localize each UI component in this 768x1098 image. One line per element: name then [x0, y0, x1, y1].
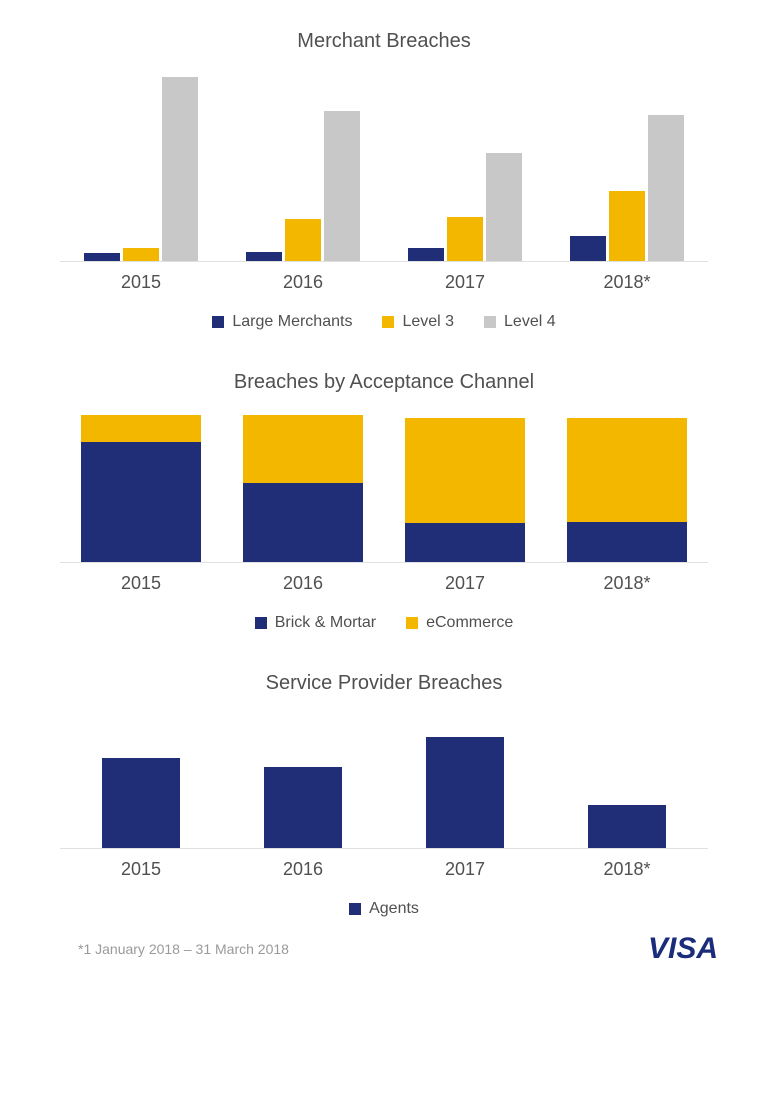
legend-label: Level 3 — [402, 313, 454, 331]
legend-label: Brick & Mortar — [275, 614, 376, 632]
legend-swatch — [382, 316, 394, 328]
bar — [84, 253, 120, 261]
bar — [447, 217, 483, 261]
chart3-title: Service Provider Breaches — [60, 672, 708, 695]
bar-group — [222, 71, 384, 261]
x-axis-label: 2018* — [546, 573, 708, 594]
bar-group — [60, 412, 222, 562]
x-axis-label: 2015 — [60, 272, 222, 293]
legend-item: eCommerce — [406, 614, 513, 632]
bar-segment — [405, 418, 525, 523]
bar — [123, 248, 159, 261]
legend-item: Level 4 — [484, 313, 556, 331]
bar-group — [60, 71, 222, 261]
stacked-bar — [567, 418, 687, 562]
legend-item: Brick & Mortar — [255, 614, 376, 632]
legend-item: Large Merchants — [212, 313, 352, 331]
chart2-legend: Brick & Mortar eCommerce — [60, 614, 708, 632]
footer: *1 January 2018 – 31 March 2018 VISA — [60, 932, 708, 966]
chart2-plot — [60, 412, 708, 563]
legend-label: eCommerce — [426, 614, 513, 632]
x-axis-label: 2017 — [384, 859, 546, 880]
bar — [426, 737, 504, 848]
bar-segment — [81, 442, 201, 562]
bar — [324, 111, 360, 261]
legend-swatch — [484, 316, 496, 328]
bar-group — [222, 713, 384, 848]
chart3-legend: Agents — [60, 900, 708, 918]
bar — [570, 236, 606, 261]
bar-group — [546, 412, 708, 562]
legend-swatch — [406, 617, 418, 629]
x-axis-label: 2017 — [384, 573, 546, 594]
visa-logo: VISA — [648, 932, 718, 966]
bar-segment — [405, 523, 525, 562]
stacked-bar — [243, 415, 363, 562]
stacked-bar — [405, 418, 525, 562]
chart-merchant-breaches: Merchant Breaches 2015201620172018* Larg… — [60, 30, 708, 331]
legend-label: Level 4 — [504, 313, 556, 331]
legend-swatch — [349, 903, 361, 915]
bar-group — [384, 71, 546, 261]
bar-group — [546, 713, 708, 848]
x-axis-label: 2015 — [60, 859, 222, 880]
footnote: *1 January 2018 – 31 March 2018 — [78, 941, 289, 957]
legend-swatch — [255, 617, 267, 629]
bar-group — [384, 412, 546, 562]
legend-swatch — [212, 316, 224, 328]
bar-segment — [567, 418, 687, 522]
x-axis-label: 2016 — [222, 272, 384, 293]
bar-group — [60, 713, 222, 848]
stacked-bar — [81, 415, 201, 562]
legend-item: Level 3 — [382, 313, 454, 331]
chart1-legend: Large Merchants Level 3 Level 4 — [60, 313, 708, 331]
x-axis-label: 2018* — [546, 272, 708, 293]
bar — [588, 805, 666, 848]
x-axis-label: 2016 — [222, 573, 384, 594]
x-axis-label: 2015 — [60, 573, 222, 594]
bar — [285, 219, 321, 261]
chart1-xlabels: 2015201620172018* — [60, 272, 708, 293]
chart3-plot — [60, 713, 708, 849]
chart2-xlabels: 2015201620172018* — [60, 573, 708, 594]
bar — [648, 115, 684, 261]
legend-item: Agents — [349, 900, 419, 918]
bar-segment — [567, 522, 687, 563]
bar — [264, 767, 342, 848]
bar — [408, 248, 444, 261]
legend-label: Large Merchants — [232, 313, 352, 331]
page: Merchant Breaches 2015201620172018* Larg… — [0, 0, 768, 986]
x-axis-label: 2018* — [546, 859, 708, 880]
bar-group — [222, 412, 384, 562]
bar-segment — [243, 483, 363, 563]
bar — [246, 252, 282, 262]
bar-segment — [81, 415, 201, 442]
chart1-title: Merchant Breaches — [60, 30, 708, 53]
chart3-xlabels: 2015201620172018* — [60, 859, 708, 880]
bar — [609, 191, 645, 261]
chart1-plot — [60, 71, 708, 262]
x-axis-label: 2017 — [384, 272, 546, 293]
bar — [102, 758, 180, 848]
legend-label: Agents — [369, 900, 419, 918]
chart2-title: Breaches by Acceptance Channel — [60, 371, 708, 394]
bar — [486, 153, 522, 261]
chart-acceptance-channel: Breaches by Acceptance Channel 201520162… — [60, 371, 708, 632]
bar-group — [384, 713, 546, 848]
bar-segment — [243, 415, 363, 483]
bar-group — [546, 71, 708, 261]
chart-service-provider: Service Provider Breaches 20152016201720… — [60, 672, 708, 918]
bar — [162, 77, 198, 261]
x-axis-label: 2016 — [222, 859, 384, 880]
